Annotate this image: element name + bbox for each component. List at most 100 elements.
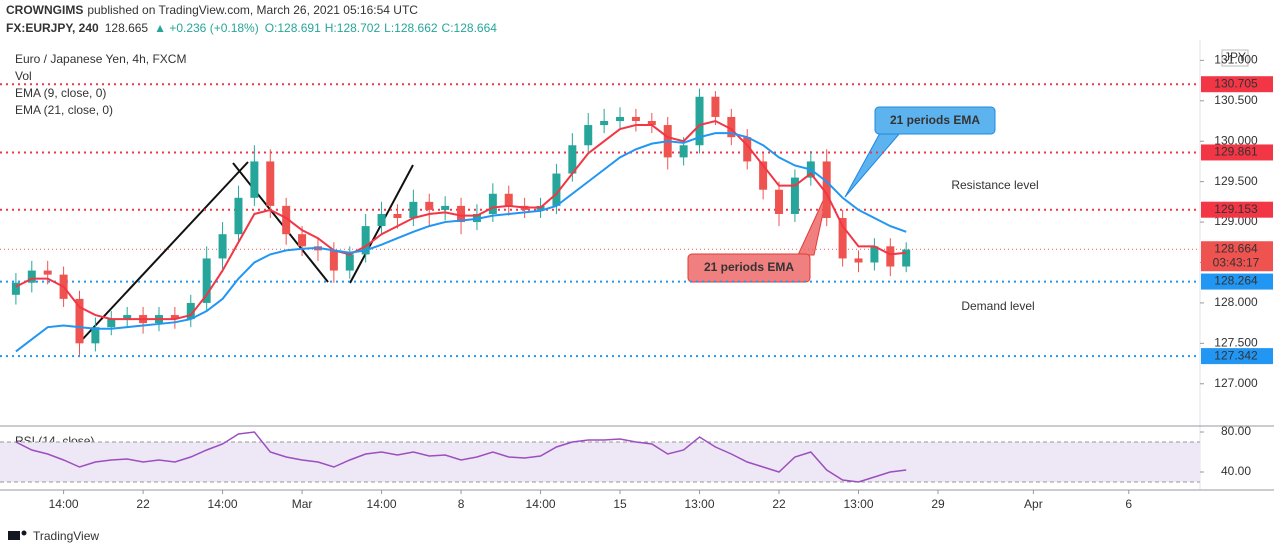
- x-tick-label: Mar: [292, 497, 313, 511]
- last-price-label: 128.664: [1214, 241, 1258, 255]
- candle-body: [393, 213, 402, 219]
- level-label: 127.342: [1214, 348, 1258, 362]
- legend-entry: EMA (9, close, 0): [15, 86, 106, 100]
- x-tick-label: 22: [772, 497, 786, 511]
- candle-body: [107, 319, 116, 328]
- candle-body: [647, 121, 656, 126]
- candle-body: [250, 161, 259, 198]
- low: L:128.662: [384, 21, 438, 35]
- candle-body: [457, 205, 466, 223]
- candle-body: [854, 258, 863, 263]
- annotation: Demand level: [961, 299, 1034, 313]
- candle-body: [91, 327, 100, 344]
- level-label: 129.153: [1214, 202, 1258, 216]
- candle-body: [170, 315, 179, 320]
- high: H:128.702: [325, 21, 381, 35]
- open: O:128.691: [265, 21, 321, 35]
- candle-body: [441, 205, 450, 210]
- volume-label: Vol: [15, 69, 32, 83]
- published: published on TradingView.com, March 26, …: [87, 3, 418, 17]
- candle-body: [584, 125, 593, 146]
- legend-entry: EMA (21, close, 0): [15, 103, 113, 117]
- x-tick-label: 13:00: [843, 497, 873, 511]
- x-tick-label: 14:00: [208, 497, 238, 511]
- annotation: Resistance level: [951, 178, 1038, 192]
- x-tick-label: 14:00: [367, 497, 397, 511]
- candle-body: [902, 249, 911, 267]
- candle-body: [75, 298, 84, 344]
- annotation: 21 periods EMA: [890, 113, 980, 127]
- y-tick-label: 127.000: [1214, 376, 1258, 390]
- y-tick-label: 130.000: [1214, 133, 1258, 147]
- candle-body: [552, 173, 561, 206]
- candle-body: [298, 234, 307, 247]
- candle-body: [27, 270, 36, 283]
- candle-body: [377, 213, 386, 227]
- y-tick-label: 131.000: [1214, 53, 1258, 67]
- y-tick-label: 130.500: [1214, 93, 1258, 107]
- ema-line: [15, 119, 907, 321]
- y-tick-label: 129.500: [1214, 174, 1258, 188]
- candle-body: [886, 246, 895, 267]
- candle-body: [425, 201, 434, 210]
- logo-mark: [21, 530, 27, 536]
- annotations: 21 periods EMA Resistance level 21 periods…: [687, 106, 1039, 313]
- candle-body: [790, 177, 799, 214]
- author: CROWNGIMS: [6, 3, 83, 17]
- close: C:128.664: [442, 21, 498, 35]
- footer: TradingView: [33, 529, 99, 543]
- candle-body: [234, 197, 243, 235]
- trendline: [79, 161, 249, 343]
- candle-body: [409, 201, 418, 219]
- candle-body: [345, 254, 354, 271]
- last-price-tag: [1201, 241, 1273, 272]
- candle-body: [838, 218, 847, 259]
- currency-box: [1221, 49, 1249, 67]
- level-label: 128.264: [1214, 274, 1258, 288]
- x-tick-label: 14:00: [526, 497, 556, 511]
- x-tick-label: 6: [1125, 497, 1132, 511]
- level-label: 129.861: [1214, 145, 1258, 159]
- y-tick-label: 129.000: [1214, 214, 1258, 228]
- candle-body: [568, 145, 577, 174]
- candle-body: [43, 270, 52, 275]
- candle-body: [822, 161, 831, 219]
- candle-body: [775, 189, 784, 214]
- x-tick-label: 13:00: [685, 497, 715, 511]
- ema-line: [15, 132, 907, 353]
- rsi-band: [0, 442, 1200, 482]
- y-tick-label: 40.00: [1221, 464, 1251, 478]
- x-tick-label: 22: [136, 497, 150, 511]
- candle-body: [266, 161, 275, 206]
- candle-body: [218, 234, 227, 259]
- candle-body: [282, 205, 291, 235]
- candle-body: [202, 258, 211, 303]
- candle-body: [329, 250, 338, 271]
- symbol: FX:EURJPY, 240: [6, 21, 99, 35]
- candle-body: [488, 193, 497, 214]
- y-tick-label: 127.500: [1214, 336, 1258, 350]
- candle-body: [870, 246, 879, 263]
- y-tick-label: 80.00: [1221, 424, 1251, 438]
- candle-body: [186, 302, 195, 320]
- level-tag: [1201, 144, 1273, 161]
- candle-body: [11, 282, 20, 295]
- candle-body: [616, 116, 625, 121]
- callout-box: [687, 253, 811, 283]
- x-tick-label: 15: [613, 497, 627, 511]
- countdown: 03:43:17: [1213, 255, 1260, 269]
- candle-body: [123, 315, 132, 320]
- level-tag: [1201, 76, 1273, 93]
- price: 128.665: [105, 21, 149, 35]
- currency: JPY: [1224, 50, 1246, 64]
- candle-body: [631, 116, 640, 121]
- quote-line: FX:EURJPY, 240 128.665 ▲ +0.236 (+0.18%) O:…: [6, 21, 497, 35]
- rsi-line: [15, 431, 907, 483]
- annotation: 21 periods EMA: [704, 260, 794, 274]
- candle-body: [504, 193, 513, 206]
- level-label: 130.705: [1214, 76, 1258, 90]
- level-tag: [1201, 273, 1273, 290]
- x-tick-label: 29: [931, 497, 945, 511]
- candle-body: [711, 96, 720, 117]
